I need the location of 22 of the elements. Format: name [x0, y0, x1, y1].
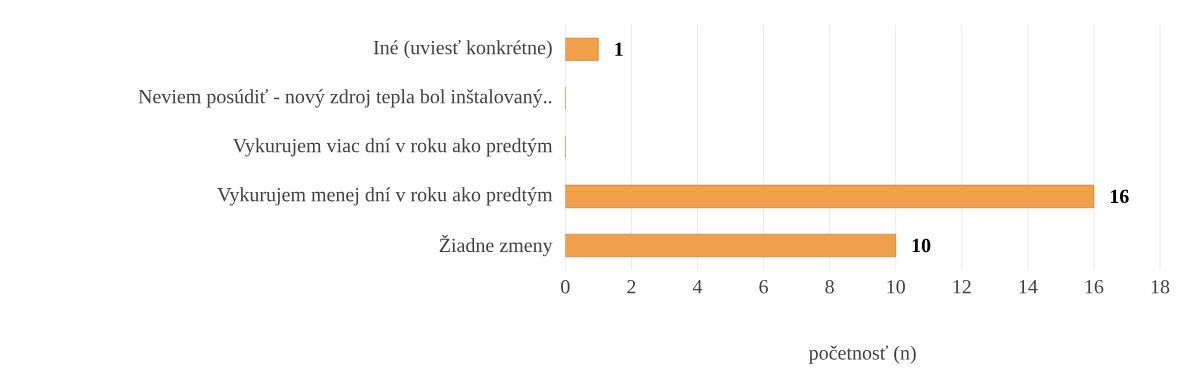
- bar: [565, 37, 599, 61]
- x-tick-label: 18: [1151, 280, 1170, 294]
- bar: [565, 184, 1095, 209]
- data-label: 1: [615, 42, 623, 56]
- y-tick-label: Iné (uviesť konkrétne): [373, 40, 552, 59]
- x-tick-label: 16: [1085, 280, 1104, 294]
- y-tick-label: Vykurujem menej dní v roku ako predtým: [217, 187, 553, 206]
- x-tick-label: 14: [1019, 280, 1038, 294]
- data-label: 10: [912, 238, 931, 253]
- x-tick-label: 12: [953, 280, 971, 294]
- x-tick-label: 6: [759, 280, 768, 294]
- bar: [565, 233, 896, 258]
- y-tick-label: Žiadne zmeny: [439, 234, 553, 257]
- x-tick-label: 8: [825, 280, 834, 294]
- y-tick-label: Vykurujem viac dní v roku ako predtým: [232, 138, 553, 157]
- x-tick-label: 2: [627, 280, 636, 294]
- x-tick-label: 10: [887, 280, 905, 294]
- x-axis-title: početnosť (n): [809, 345, 916, 364]
- x-tick-label: 4: [692, 280, 703, 294]
- y-tick-label: Neviem posúdiť - nový zdroj tepla bol inštalovaný..: [138, 89, 552, 108]
- x-tick-label: 0: [561, 280, 570, 294]
- data-label: 16: [1110, 189, 1129, 204]
